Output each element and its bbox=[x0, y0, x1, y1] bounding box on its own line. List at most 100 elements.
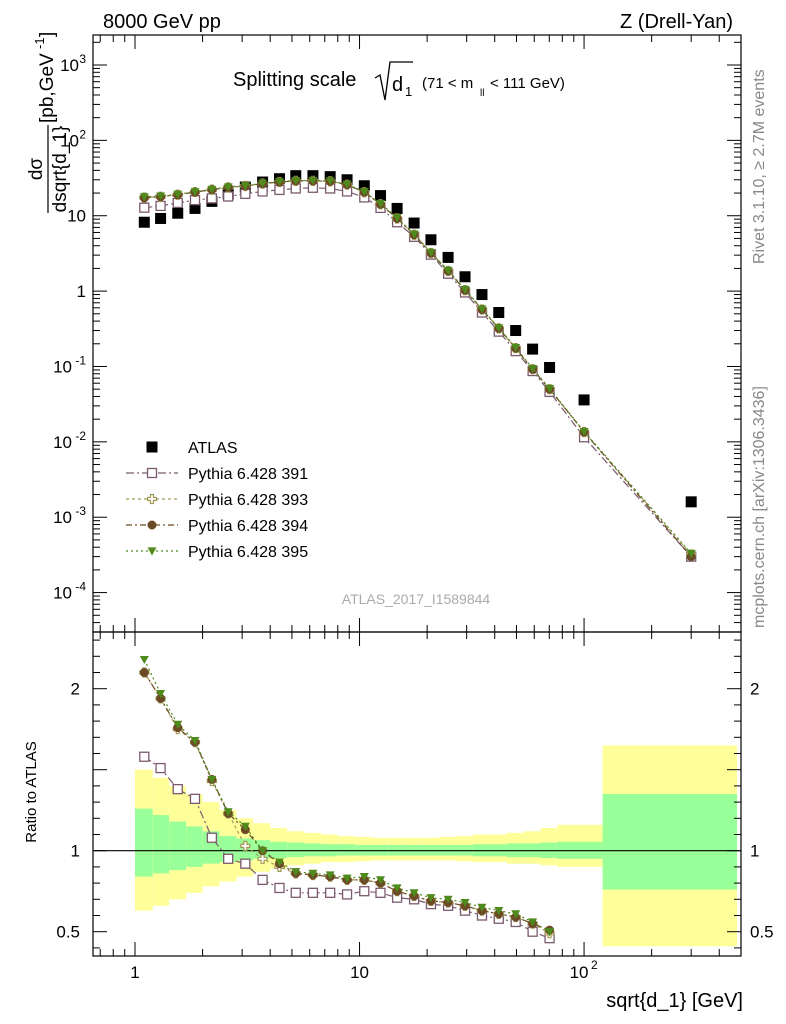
ratio-point bbox=[426, 894, 436, 903]
ratio-point bbox=[511, 910, 521, 919]
data-point bbox=[392, 214, 402, 223]
title-range-b: < 111 GeV) bbox=[490, 75, 565, 92]
ratio-point bbox=[392, 884, 402, 893]
ratio-y-tick-label-right: 0.5 bbox=[750, 923, 774, 942]
ratio-point bbox=[375, 887, 386, 898]
data-point bbox=[494, 324, 504, 333]
ratio-point bbox=[460, 898, 470, 908]
data-point bbox=[307, 170, 319, 182]
band-inner-bin bbox=[304, 843, 321, 857]
title-root-subscript: 1 bbox=[405, 84, 412, 99]
band-inner-bin bbox=[169, 821, 187, 871]
data-point bbox=[155, 200, 166, 212]
band-inner-bin bbox=[135, 808, 153, 877]
y-tick-label: 10 bbox=[67, 207, 86, 226]
data-point bbox=[528, 364, 538, 374]
legend-marker bbox=[147, 547, 157, 556]
data-point bbox=[207, 185, 217, 194]
data-point bbox=[685, 496, 697, 508]
y-label-unit: [pb,GeV bbox=[37, 53, 58, 123]
y-tick-label: 10 bbox=[53, 433, 72, 452]
data-point bbox=[358, 180, 370, 192]
data-point bbox=[477, 305, 487, 314]
ratio-point bbox=[156, 693, 166, 703]
x-tick-label: 10 bbox=[570, 963, 589, 982]
ratio-point bbox=[189, 793, 201, 805]
sqrt-symbol-icon bbox=[374, 61, 413, 101]
ratio-point bbox=[308, 869, 318, 878]
legend-marker bbox=[146, 441, 158, 453]
y-tick-label-exponent: -3 bbox=[75, 504, 86, 518]
data-point bbox=[325, 177, 335, 186]
data-point bbox=[578, 394, 590, 406]
ratio-point bbox=[409, 889, 419, 898]
ratio-point bbox=[290, 887, 301, 898]
data-point bbox=[510, 325, 522, 337]
data-point bbox=[342, 180, 352, 189]
data-point bbox=[206, 193, 218, 204]
data-point bbox=[139, 202, 150, 213]
y-label-denominator: dsqrt{d_1} bbox=[50, 126, 71, 213]
main-panel-frame bbox=[92, 34, 742, 633]
y-tick-label-exponent: -4 bbox=[75, 580, 86, 594]
ratio-series bbox=[139, 655, 555, 944]
title-root-symbol: d bbox=[392, 74, 403, 96]
data-point bbox=[493, 307, 505, 319]
legend-label: Pythia 6.428 395 bbox=[188, 544, 308, 561]
y-label-numerator: dσ bbox=[26, 158, 47, 181]
band-inner-bin bbox=[152, 815, 170, 874]
data-point bbox=[544, 361, 556, 373]
x-tick-label: 1 bbox=[130, 963, 139, 982]
series-line bbox=[144, 180, 692, 557]
ratio-point bbox=[206, 832, 218, 843]
ratio-point bbox=[223, 808, 233, 817]
ratio-point bbox=[240, 858, 251, 869]
analysis-id: ATLAS_2017_I1589844 bbox=[342, 591, 491, 607]
ratio-point bbox=[325, 887, 336, 898]
x-tick-label: 10 bbox=[350, 963, 369, 982]
y-tick-label: 1 bbox=[77, 282, 86, 301]
data-point bbox=[172, 207, 184, 219]
y-tick-label: 10 bbox=[60, 56, 79, 75]
data-point bbox=[409, 230, 419, 239]
ratio-point bbox=[359, 873, 369, 882]
ratio-panel-frame bbox=[92, 631, 742, 957]
ratio-point bbox=[376, 876, 386, 885]
data-point bbox=[443, 266, 453, 275]
ratio-point bbox=[325, 871, 335, 880]
band-inner-bin bbox=[287, 842, 305, 858]
y-label-unit-close: ] bbox=[37, 32, 58, 37]
ratio-y-tick-label-right: 1 bbox=[750, 842, 759, 861]
data-point bbox=[425, 234, 437, 246]
data-point bbox=[173, 190, 183, 199]
ratio-point bbox=[139, 751, 150, 762]
header-left: 8000 GeV pp bbox=[103, 11, 221, 33]
ratio-y-tick-label: 0.5 bbox=[56, 923, 80, 942]
band-inner-bin bbox=[186, 826, 203, 867]
data-point bbox=[223, 183, 233, 192]
ratio-point bbox=[494, 907, 504, 916]
legend-label: Pythia 6.428 391 bbox=[188, 466, 308, 483]
y-tick-label-exponent: 2 bbox=[79, 127, 86, 141]
ratio-point bbox=[156, 689, 166, 699]
y-axis-label-main: dσ dsqrt{d_1} [pb,GeV -1 ] bbox=[26, 32, 71, 213]
header-right: Z (Drell-Yan) bbox=[620, 11, 733, 33]
band-inner-bin bbox=[337, 844, 355, 856]
data-point bbox=[686, 549, 696, 559]
y-label-unit-sup: -1 bbox=[32, 37, 47, 49]
main-series bbox=[138, 170, 697, 562]
ratio-bands bbox=[135, 745, 738, 947]
data-point bbox=[190, 188, 200, 197]
ratio-point bbox=[172, 783, 183, 795]
ratio-point bbox=[139, 668, 149, 677]
ratio-point bbox=[307, 887, 319, 898]
data-point bbox=[274, 178, 284, 187]
data-point bbox=[290, 170, 302, 182]
legend-label: Pythia 6.428 394 bbox=[188, 518, 308, 535]
plot-title: Splitting scale d 1 (71 < m ll < 111 GeV… bbox=[233, 61, 565, 101]
data-point bbox=[155, 212, 167, 224]
ratio-point bbox=[190, 736, 200, 746]
data-point bbox=[442, 251, 454, 263]
rivet-label: Rivet 3.1.10, ≥ 2.7M events bbox=[751, 69, 768, 264]
